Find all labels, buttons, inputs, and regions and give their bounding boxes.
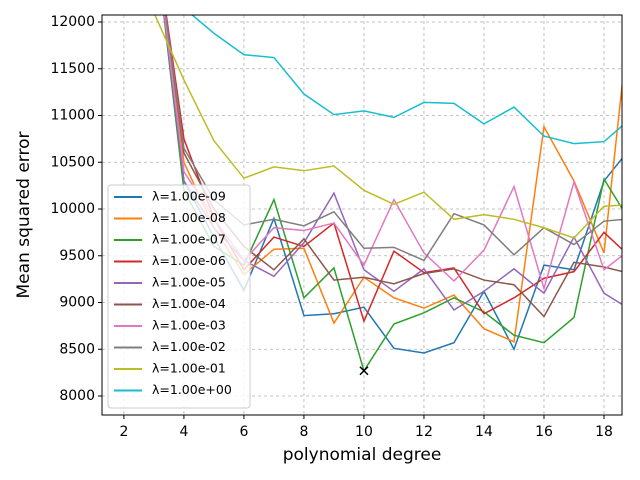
legend-label: λ=1.00e-04 <box>152 296 226 311</box>
legend-label: λ=1.00e-05 <box>152 275 226 290</box>
y-tick-label: 8500 <box>59 341 95 357</box>
axes-frame <box>101 14 623 416</box>
legend-label: λ=1.00e-03 <box>152 318 226 333</box>
x-tick-label: 18 <box>595 424 613 440</box>
x-tick-label: 10 <box>355 424 373 440</box>
y-tick-label: 8000 <box>59 388 95 404</box>
y-tick-label: 12000 <box>50 14 95 30</box>
legend-label: λ=1.00e-02 <box>152 339 226 354</box>
y-tick-label: 11500 <box>50 61 95 77</box>
legend-label: λ=1.00e-06 <box>152 253 226 268</box>
y-tick-label: 9500 <box>59 248 95 264</box>
x-tick-label: 14 <box>475 424 493 440</box>
x-tick-label: 16 <box>535 424 553 440</box>
series-line <box>154 15 622 239</box>
legend-label: λ=1.00e-08 <box>152 210 226 225</box>
legend-label: λ=1.00e-01 <box>152 361 226 376</box>
y-axis-label: Mean squared error <box>14 132 34 299</box>
legend-box <box>107 184 251 409</box>
y-tick-label: 10500 <box>50 154 95 170</box>
legend-label: λ=1.00e+00 <box>152 382 232 397</box>
x-tick-label: 2 <box>119 424 128 440</box>
legend-label: λ=1.00e-07 <box>152 232 226 247</box>
y-tick-label: 11000 <box>50 108 95 124</box>
x-axis-label: polynomial degree <box>283 445 442 465</box>
x-tick-label: 6 <box>239 424 248 440</box>
y-tick-label: 9000 <box>59 295 95 311</box>
x-tick-label: 4 <box>179 424 188 440</box>
best-marker <box>359 366 369 376</box>
y-tick-label: 10000 <box>50 201 95 217</box>
legend-label: λ=1.00e-09 <box>152 189 226 204</box>
x-tick-label: 12 <box>415 424 433 440</box>
series-line <box>191 15 622 145</box>
x-tick-label: 8 <box>299 424 308 440</box>
